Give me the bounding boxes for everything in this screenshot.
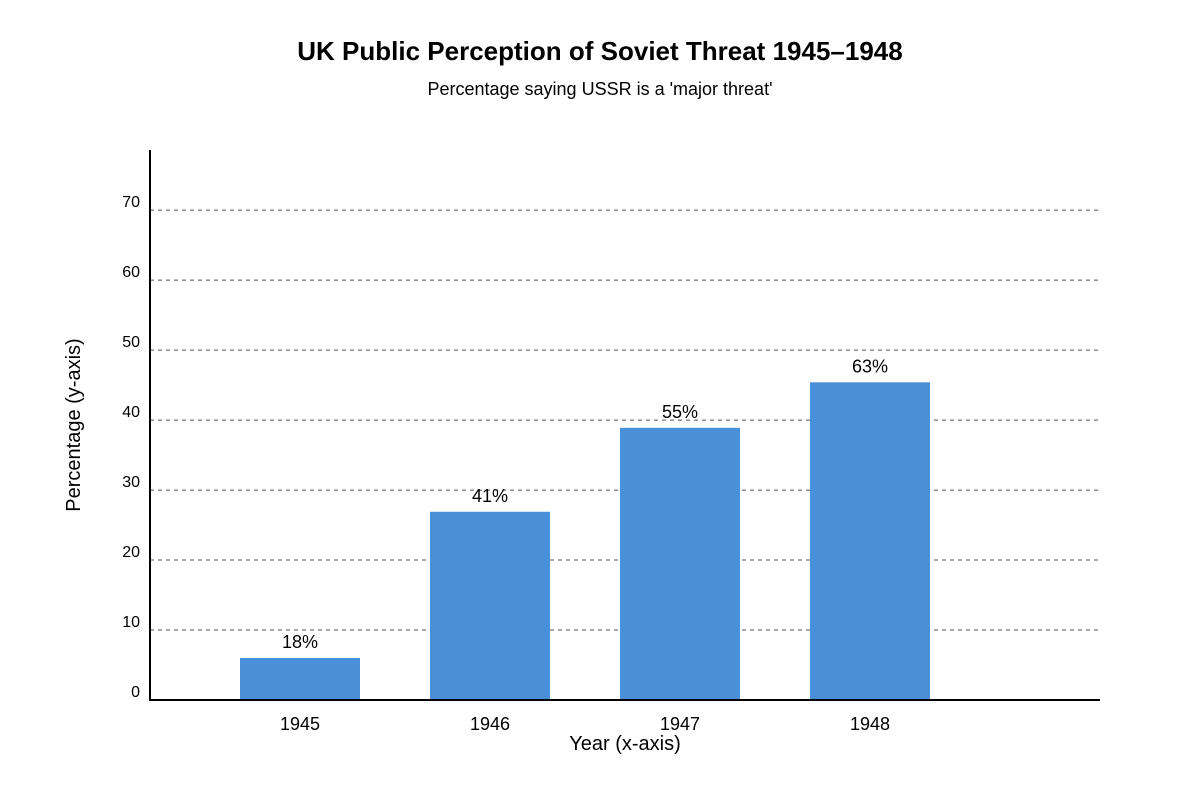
- bars: [240, 382, 930, 700]
- bar-1946: [430, 511, 550, 700]
- y-tick-label: 50: [122, 334, 140, 351]
- y-axis-label: Percentage (y-axis): [63, 338, 85, 511]
- data-label-1948: 63%: [852, 356, 888, 376]
- y-tick-label: 0: [131, 684, 140, 701]
- y-tick-label: 20: [122, 544, 140, 561]
- y-tick-labels: 0 10 20 30 40 50 60 70: [122, 194, 140, 701]
- bar-1947: [620, 427, 740, 700]
- data-label-1945: 18%: [282, 632, 318, 652]
- data-labels: 18% 41% 55% 63%: [282, 356, 888, 652]
- y-tick-label: 30: [122, 474, 140, 491]
- x-tick-label-1947: 1947: [660, 714, 700, 734]
- chart-title: UK Public Perception of Soviet Threat 19…: [297, 36, 902, 66]
- y-tick-label: 60: [122, 264, 140, 281]
- bar-1945: [240, 658, 360, 700]
- y-tick-label: 10: [122, 614, 140, 631]
- x-tick-labels: 1945 1946 1947 1948: [280, 714, 890, 734]
- x-tick-label-1945: 1945: [280, 714, 320, 734]
- data-label-1947: 55%: [662, 402, 698, 422]
- x-axis-label: Year (x-axis): [569, 733, 681, 755]
- bar-1948: [810, 382, 930, 700]
- y-tick-label: 70: [122, 194, 140, 211]
- x-tick-label-1948: 1948: [850, 714, 890, 734]
- data-label-1946: 41%: [472, 486, 508, 506]
- chart-subtitle: Percentage saying USSR is a 'major threa…: [427, 79, 772, 99]
- x-tick-label-1946: 1946: [470, 714, 510, 734]
- y-tick-label: 40: [122, 404, 140, 421]
